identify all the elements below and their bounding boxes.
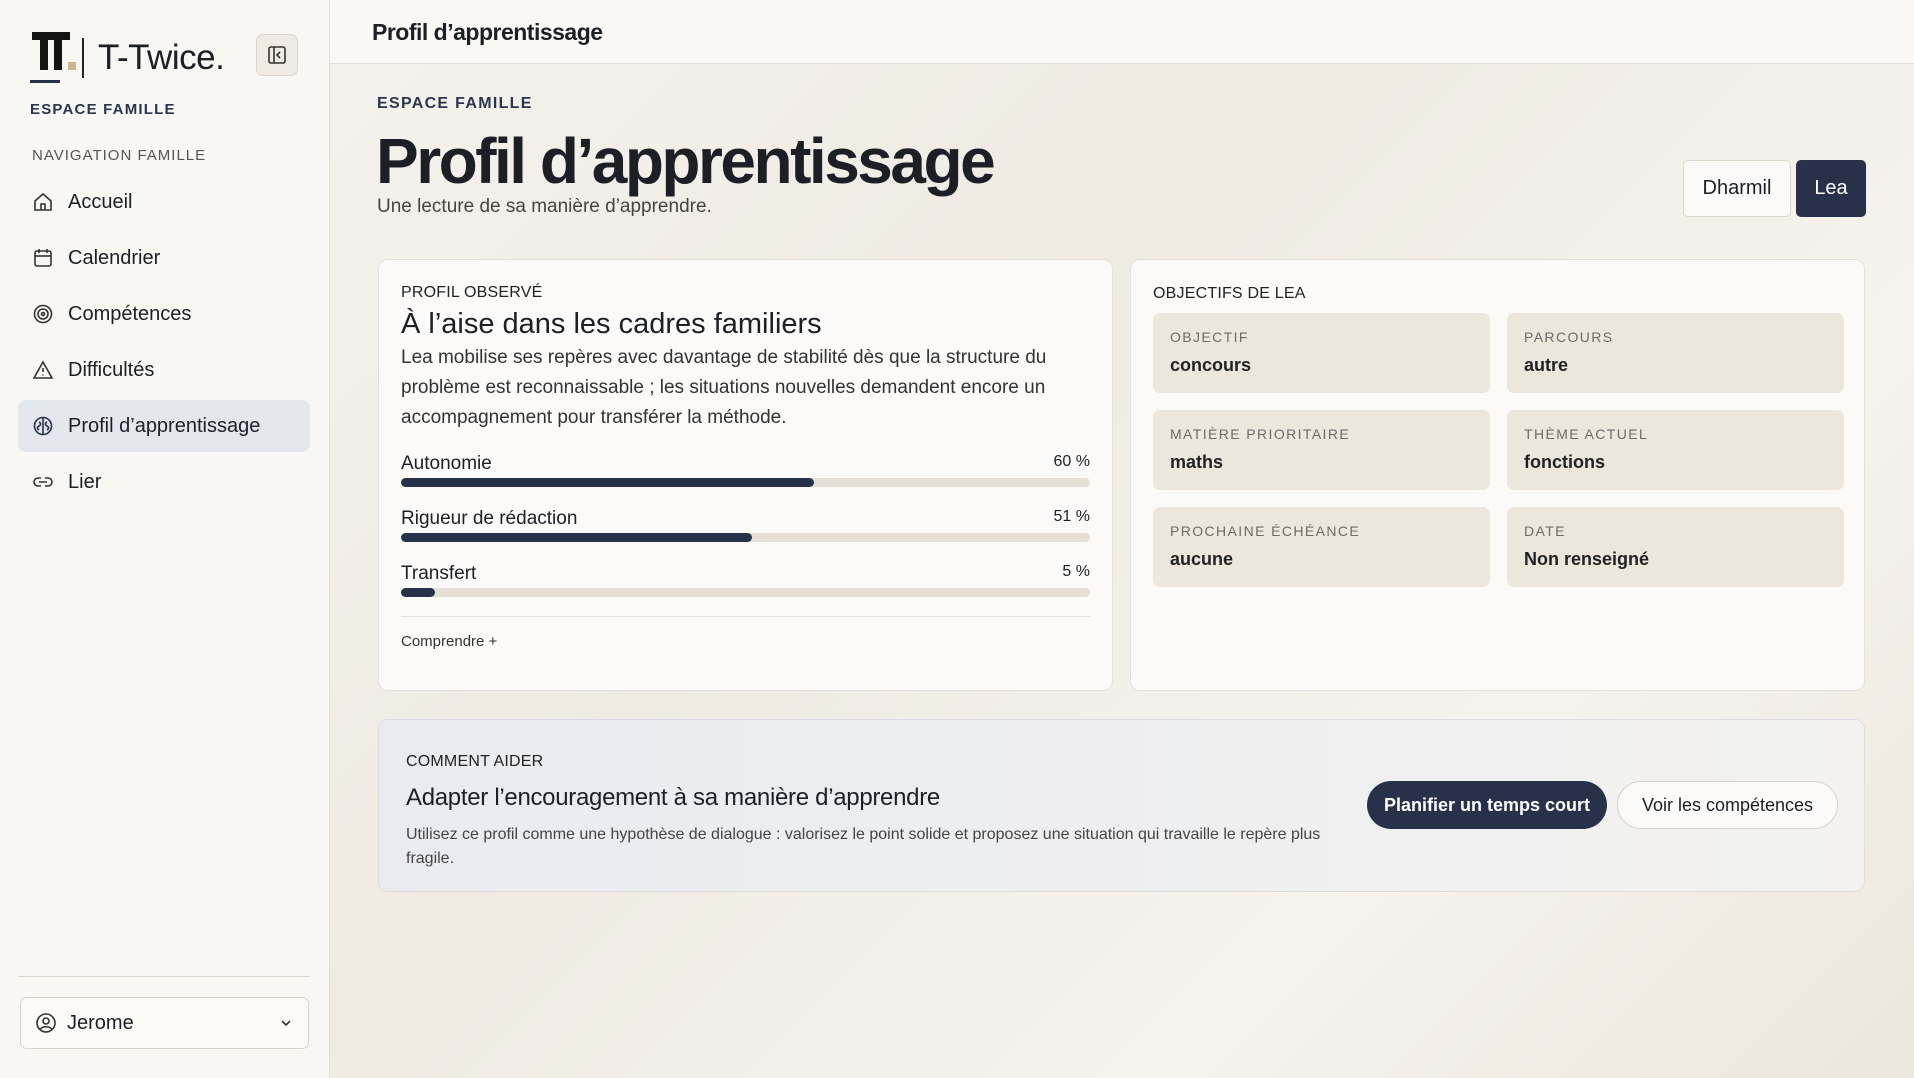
metric: Rigueur de rédaction 51 % [401, 504, 1090, 559]
nav-label: Profil d’apprentissage [68, 414, 261, 437]
objective-label: MATIÈRE PRIORITAIRE [1170, 426, 1351, 442]
card-heading: OBJECTIFS DE LEA [1153, 285, 1306, 302]
metric-value: 51 % [1053, 508, 1090, 525]
section-label: ESPACE FAMILLE [30, 101, 176, 118]
objective-value: aucune [1170, 549, 1234, 569]
progress-track [401, 478, 1090, 487]
sidebar: T-Twice. ESPACE FAMILLE NAVIGATION FAMIL… [0, 0, 330, 1078]
page-subtitle: Une lecture de sa manière d’apprendre. [377, 196, 712, 217]
nav-label: Compétences [68, 302, 192, 325]
nav-item[interactable]: Compétences [18, 288, 310, 340]
top-bar: Profil d’apprentissage [330, 0, 1914, 64]
objective-tile: PARCOURS autre [1507, 313, 1844, 393]
nav-item-active[interactable]: Profil d’apprentissage [18, 400, 310, 452]
objective-label: OBJECTIF [1170, 329, 1249, 345]
metric-label: Transfert [401, 563, 477, 584]
objective-label: DATE [1524, 523, 1566, 539]
objective-value: autre [1524, 355, 1569, 375]
objectives-card: OBJECTIFS DE LEA OBJECTIF concours PARCOUR… [1130, 259, 1865, 691]
header-title: Profil d’apprentissage [372, 19, 603, 45]
objective-tile: PROCHAINE ÉCHÉANCE aucune [1153, 507, 1490, 587]
nav-item[interactable]: Difficultés [18, 344, 310, 396]
primary-button[interactable]: Planifier un temps court [1367, 781, 1607, 829]
progress-bar [401, 588, 436, 597]
card-heading: PROFIL OBSERVÉ [401, 284, 543, 301]
metric-label: Autonomie [401, 453, 492, 474]
profile-title: À l’aise dans les cadres familiers [401, 308, 822, 340]
eyebrow: ESPACE FAMILLE [377, 95, 533, 112]
progress-track [401, 588, 1090, 597]
objective-value: fonctions [1524, 452, 1605, 472]
objective-label: PROCHAINE ÉCHÉANCE [1170, 523, 1361, 539]
objective-tile: MATIÈRE PRIORITAIRE maths [1153, 410, 1490, 490]
progress-bar [401, 533, 753, 542]
collapse-button[interactable] [256, 34, 298, 76]
user-name: Jerome [67, 1011, 134, 1034]
objective-tile: OBJECTIF concours [1153, 313, 1490, 393]
nav-label: Lier [68, 470, 102, 493]
understand-link[interactable]: Comprendre + [401, 616, 1090, 650]
child-tab-active[interactable]: Lea [1796, 160, 1866, 217]
objective-value: maths [1170, 452, 1224, 472]
help-text: Utilisez ce profil comme une hypothèse d… [406, 826, 1321, 867]
logo-separator [82, 38, 84, 78]
nav-label: Calendrier [68, 246, 161, 269]
nav-item[interactable]: Lier [18, 456, 310, 508]
metrics: Autonomie 60 % Rigueur de rédaction 51 % Tra… [401, 449, 1090, 614]
nav-label: Difficultés [68, 358, 155, 381]
logo-mark [30, 32, 76, 83]
progress-track [401, 533, 1090, 542]
user-menu[interactable]: Jerome [20, 997, 309, 1049]
profile-card: PROFIL OBSERVÉ À l’aise dans les cadres … [378, 259, 1113, 691]
objective-label: PARCOURS [1524, 329, 1614, 345]
metric: Transfert 5 % [401, 559, 1090, 614]
objective-tile: THÈME ACTUEL fonctions [1507, 410, 1844, 490]
nav-heading: NAVIGATION FAMILLE [32, 147, 207, 164]
divider [18, 976, 310, 977]
nav: Accueil Calendrier Compétences Difficult… [18, 176, 310, 512]
child-tab[interactable]: Dharmil [1683, 160, 1791, 217]
card-heading: COMMENT AIDER [406, 753, 544, 770]
objective-label: THÈME ACTUEL [1524, 426, 1649, 442]
help-title: Adapter l’encouragement à sa manière d’a… [406, 784, 940, 811]
nav-item[interactable]: Calendrier [18, 232, 310, 284]
objective-value: concours [1170, 355, 1252, 375]
profile-description: Lea mobilise ses repères avec davantage … [401, 347, 1047, 428]
objective-tile: DATE Non renseigné [1507, 507, 1844, 587]
metric: Autonomie 60 % [401, 449, 1090, 504]
metric-value: 60 % [1053, 453, 1090, 470]
page-title: Profil d’apprentissage [376, 125, 996, 197]
secondary-button[interactable]: Voir les compétences [1617, 781, 1838, 829]
nav-label: Accueil [68, 190, 133, 213]
progress-bar [401, 478, 815, 487]
logo: T-Twice. [30, 30, 225, 86]
objective-value: Non renseigné [1524, 549, 1650, 569]
metric-value: 5 % [1062, 563, 1090, 580]
metric-label: Rigueur de rédaction [401, 508, 578, 529]
nav-item[interactable]: Accueil [18, 176, 310, 228]
brand-name: T-Twice. [98, 38, 225, 77]
